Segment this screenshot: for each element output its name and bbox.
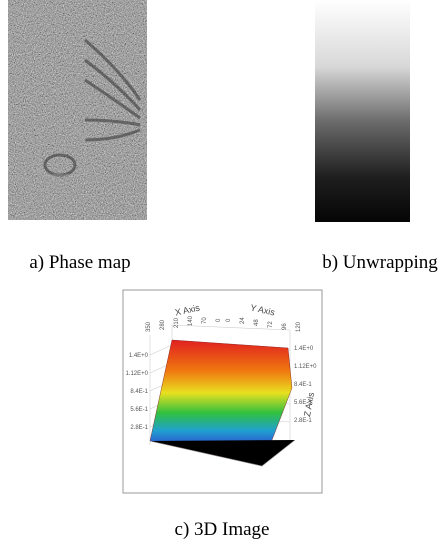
y-tick-label: 72 [268, 321, 274, 328]
z-tick-label: 1.12E+0 [294, 364, 317, 370]
x-tick-label: 280 [160, 319, 166, 330]
z-tick-label: 5.6E-1 [294, 400, 312, 406]
x-tick-label: 350 [146, 321, 152, 332]
z-tick-label: 1.4E+0 [294, 346, 314, 352]
z-tick-label: 2.8E-1 [294, 418, 312, 424]
caption: b) Unwrapping [322, 252, 438, 273]
phase-map-image [8, 0, 147, 220]
caption: a) Phase map [29, 252, 130, 273]
unwrapping-image [315, 0, 410, 222]
z-tick-label: 5.6E-1 [130, 407, 148, 413]
y-tick-label: 24 [240, 317, 246, 324]
x-tick-label: 70 [202, 317, 208, 324]
z-tick-label: 2.8E-1 [130, 425, 148, 431]
z-tick-label: 1.12E+0 [125, 371, 148, 377]
z-tick-label: 8.4E-1 [294, 382, 312, 388]
x-tick-label: 210 [174, 317, 180, 328]
y-tick-label: 96 [282, 323, 288, 330]
figure: a) Phase map b) Unwrapping X Axis Y Axis… [0, 0, 443, 547]
x-tick-label: 140 [188, 315, 194, 326]
y-tick-label: 120 [296, 321, 302, 332]
y-tick-label: 48 [254, 319, 260, 326]
z-tick-label: 1.4E+0 [129, 353, 149, 359]
caption: c) 3D Image [175, 519, 270, 540]
z-tick-label: 8.4E-1 [130, 389, 148, 395]
